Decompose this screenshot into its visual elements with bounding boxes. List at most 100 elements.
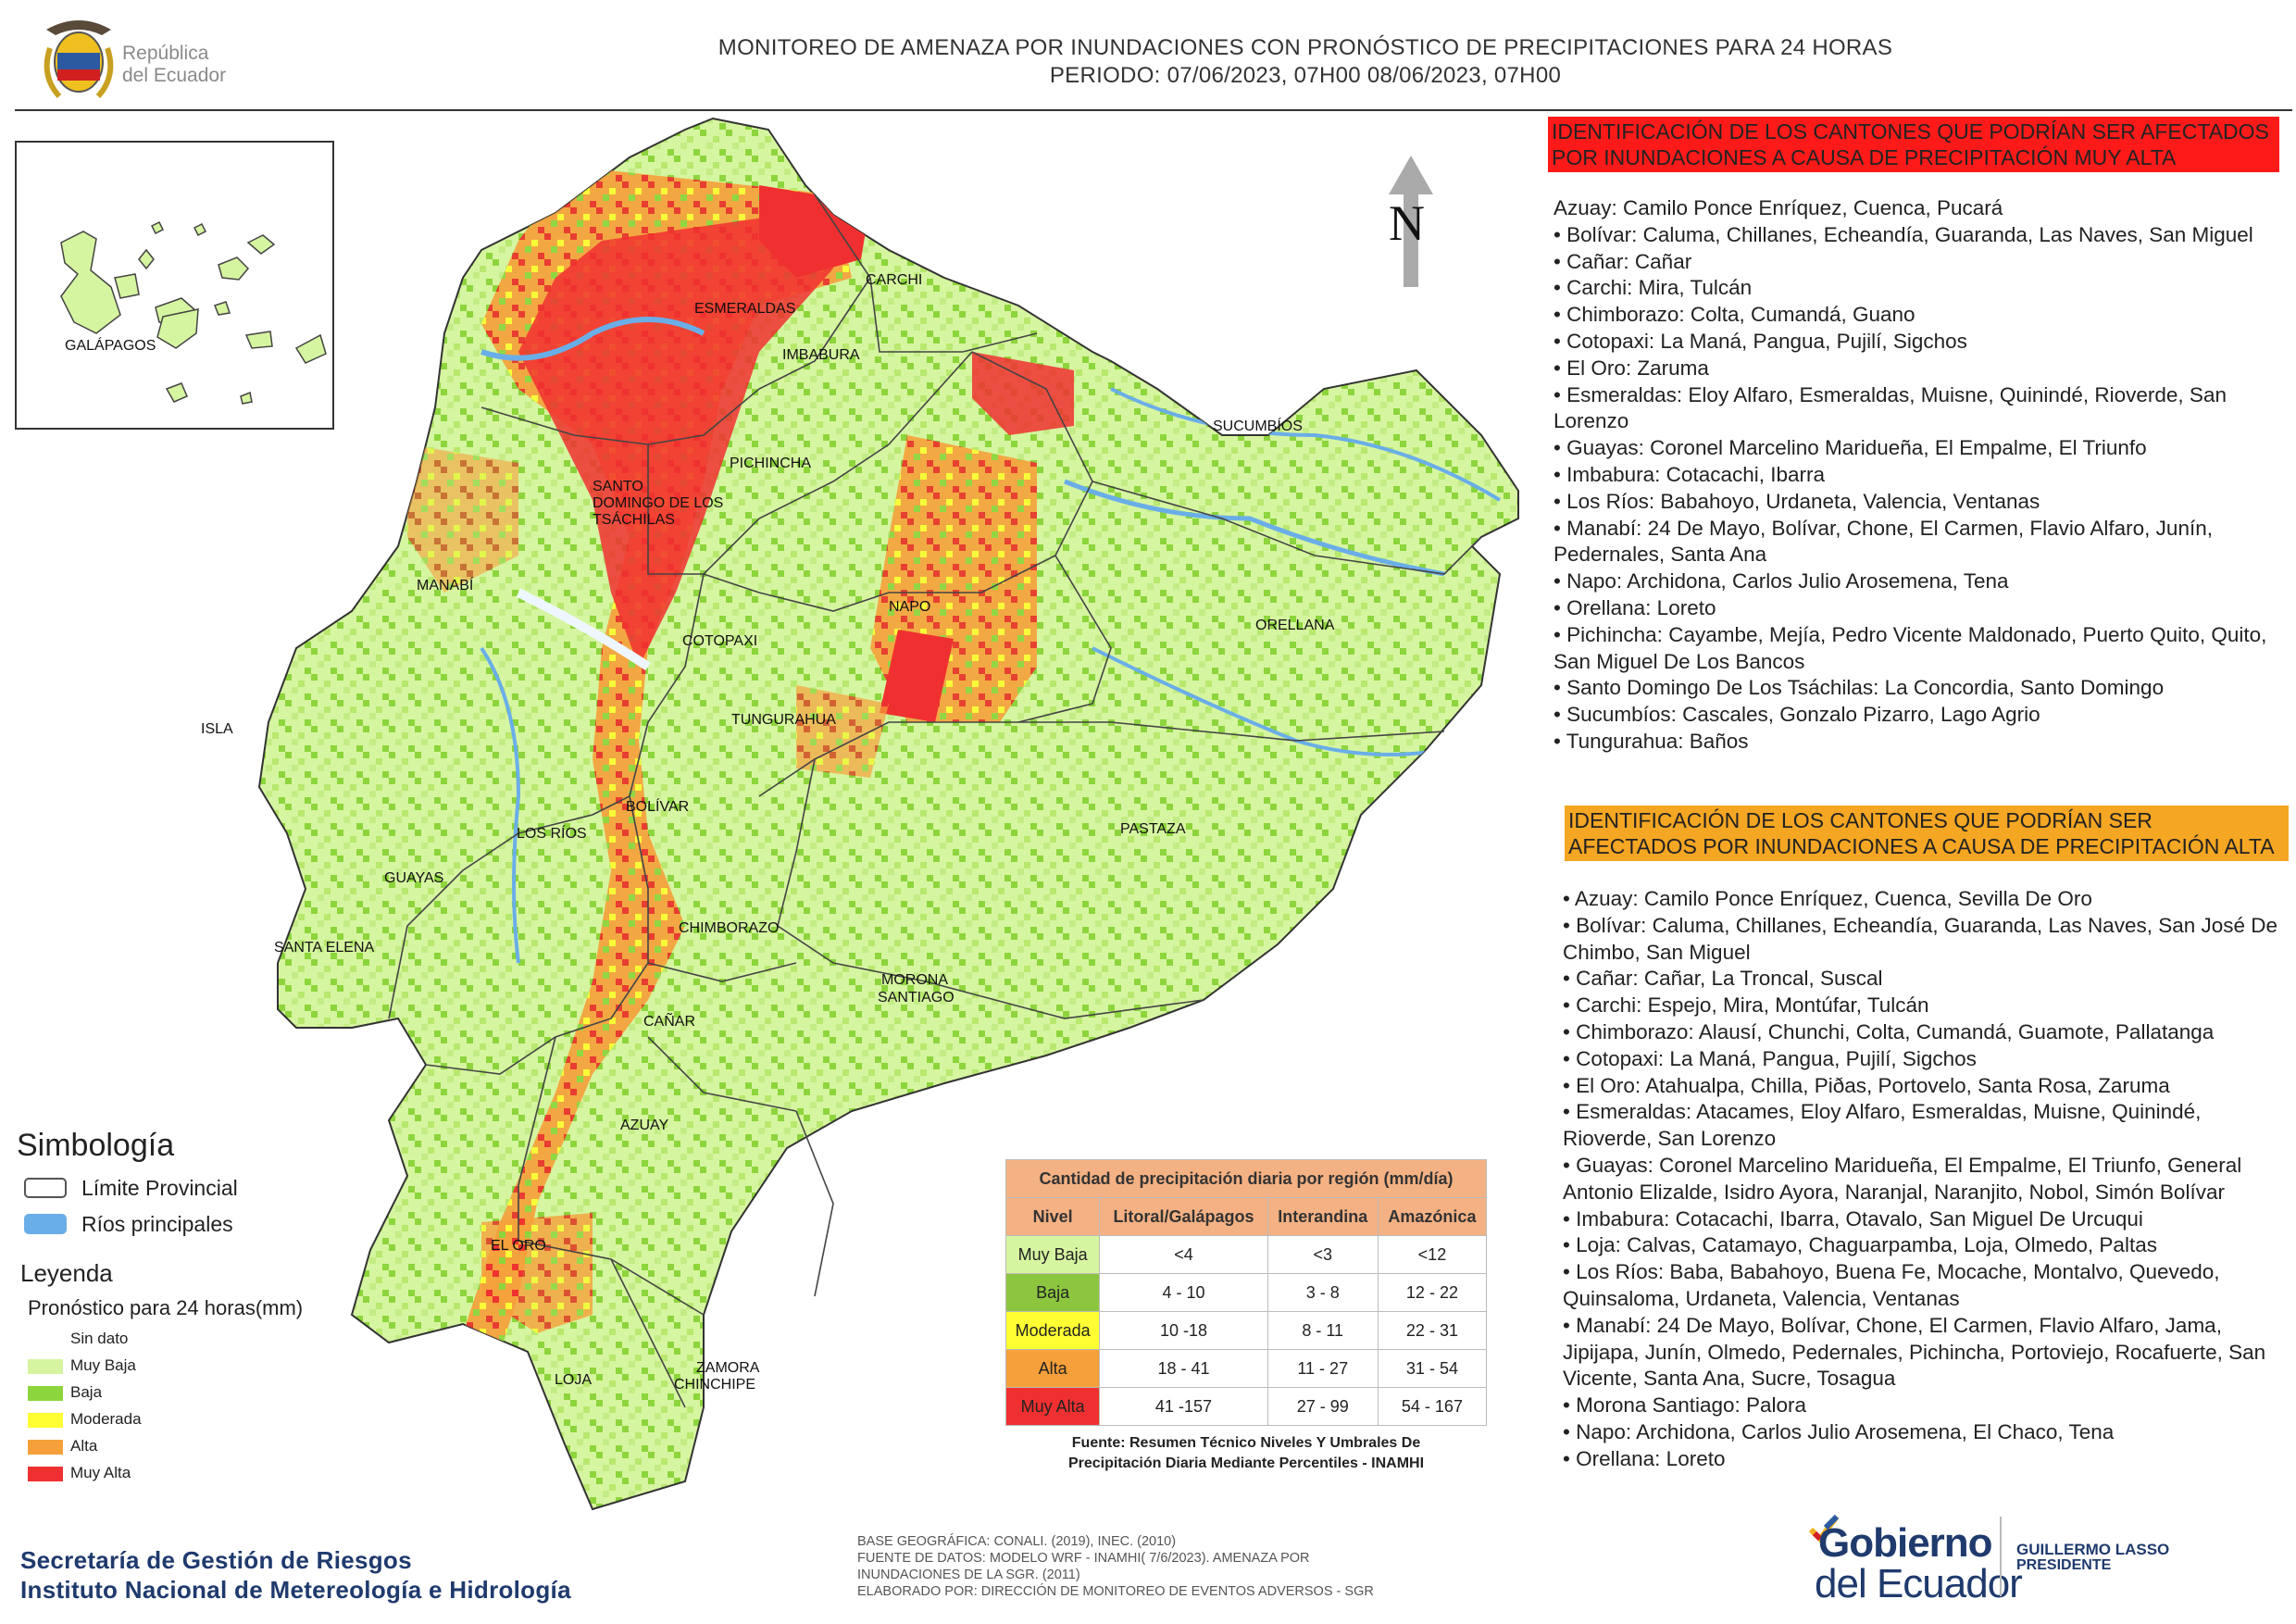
label-imbabura: IMBABURA bbox=[782, 347, 860, 363]
table-cell: 54 - 167 bbox=[1377, 1387, 1488, 1426]
galapagos-inset-islands bbox=[60, 220, 327, 405]
table-cell: 11 - 27 bbox=[1267, 1349, 1379, 1388]
level-swatch bbox=[28, 1413, 63, 1428]
republica-line2: del Ecuador bbox=[122, 65, 227, 86]
label-zamora-2: CHINCHIPE bbox=[674, 1377, 755, 1393]
galapagos-inset bbox=[15, 141, 334, 430]
table-cell-nivel: Moderada bbox=[1004, 1311, 1101, 1350]
logo-separator bbox=[2000, 1517, 2002, 1596]
label-bolivar: BOLÍVAR bbox=[626, 797, 689, 815]
level-label: Sin dato bbox=[70, 1330, 129, 1347]
level-label: Moderada bbox=[70, 1410, 142, 1428]
label-tungurahua: TUNGURAHUA bbox=[731, 712, 836, 728]
map-title: MONITOREO DE AMENAZA POR INUNDACIONES CO… bbox=[718, 35, 1893, 60]
table-source: Fuente: Resumen Técnico Niveles Y Umbral… bbox=[1005, 1433, 1487, 1474]
president-title: PRESIDENTE bbox=[2016, 1557, 2112, 1573]
gobierno-line2: del Ecuador bbox=[1815, 1561, 2023, 1606]
table-cell: 12 - 22 bbox=[1377, 1273, 1488, 1312]
gobierno-line1: Gobierno bbox=[1818, 1520, 1993, 1566]
leyenda-title: Leyenda bbox=[20, 1259, 113, 1287]
table-cell: <12 bbox=[1377, 1235, 1488, 1274]
label-loja: LOJA bbox=[555, 1372, 592, 1388]
ecuador-mainland bbox=[257, 117, 1519, 1511]
province-labels: ESMERALDAS CARCHI IMBABURA SUCUMBÍOS PIC… bbox=[201, 272, 1335, 1393]
table-title: Cantidad de precipitación diaria por reg… bbox=[1005, 1159, 1487, 1198]
table-header: Amazónica bbox=[1377, 1197, 1488, 1236]
label-pichincha: PICHINCHA bbox=[730, 456, 811, 471]
label-canar: CAÑAR bbox=[643, 1011, 695, 1030]
table-cell-nivel: Muy Alta bbox=[1004, 1387, 1101, 1426]
table-cell: 18 - 41 bbox=[1099, 1349, 1268, 1388]
label-napo: NAPO bbox=[889, 599, 930, 615]
level-swatch bbox=[28, 1332, 63, 1347]
label-chimborazo: CHIMBORAZO bbox=[679, 920, 779, 936]
label-zamora-1: ZAMORA bbox=[696, 1360, 760, 1376]
table-row: Alta 18 - 41 11 - 27 31 - 54 bbox=[1004, 1349, 1488, 1388]
table-row: Moderada 10 -18 8 - 11 22 - 31 bbox=[1004, 1311, 1488, 1350]
label-carchi: CARCHI bbox=[866, 272, 922, 288]
limite-label: Límite Provincial bbox=[81, 1176, 238, 1200]
label-el-oro: EL ORO bbox=[491, 1238, 546, 1254]
table-source-line2: Precipitación Diaria Mediante Percentile… bbox=[1067, 1455, 1425, 1471]
north-label: N bbox=[1389, 195, 1425, 251]
gobierno-mark-icon bbox=[1808, 1514, 1840, 1543]
table-cell-nivel: Alta bbox=[1004, 1349, 1101, 1388]
label-esmeraldas: ESMERALDAS bbox=[694, 301, 795, 317]
table-header: Nivel bbox=[1004, 1197, 1101, 1236]
republica-line1: República bbox=[122, 43, 209, 64]
table-cell: <3 bbox=[1267, 1235, 1379, 1274]
level-swatch bbox=[28, 1440, 63, 1455]
level-swatch bbox=[28, 1359, 63, 1374]
simbologia-title: Simbología bbox=[17, 1128, 175, 1163]
map-period: PERIODO: 07/06/2023, 07H00 08/06/2023, 0… bbox=[1049, 63, 1562, 88]
level-swatch bbox=[28, 1386, 63, 1401]
label-cotopaxi: COTOPAXI bbox=[682, 633, 757, 649]
label-morona-1: MORONA bbox=[881, 972, 948, 988]
label-morona-2: SANTIAGO bbox=[878, 990, 955, 1006]
provincial-boundaries bbox=[388, 194, 1482, 1408]
map-credits: BASE GEOGRÁFICA: CONALI. (2019), INEC. (… bbox=[857, 1534, 1374, 1599]
table-cell: 27 - 99 bbox=[1267, 1387, 1379, 1426]
table-cell: 8 - 11 bbox=[1267, 1311, 1379, 1350]
gobierno-logo: Gobierno del Ecuador bbox=[1805, 1511, 2083, 1606]
table-header: Litoral/Galápagos bbox=[1099, 1197, 1268, 1236]
label-los-rios: LOS RÍOS bbox=[517, 824, 587, 842]
sgr-name: Secretaría de Gestión de Riesgos bbox=[20, 1546, 412, 1574]
header-divider bbox=[15, 109, 2292, 111]
label-santa-elena: SANTA ELENA bbox=[274, 940, 375, 956]
label-galapagos: GALÁPAGOS bbox=[65, 336, 156, 354]
north-arrow-icon bbox=[1389, 156, 1433, 287]
high-heading: IDENTIFICACIÓN DE LOS CANTONES QUE PODRÍ… bbox=[1565, 806, 2289, 861]
level-label: Muy Baja bbox=[70, 1356, 136, 1374]
label-sucumbios: SUCUMBÍOS bbox=[1213, 417, 1303, 434]
precipitation-threshold-table: Cantidad de precipitación diaria por reg… bbox=[1004, 1159, 1488, 1426]
table-cell: 41 -157 bbox=[1099, 1387, 1268, 1426]
president-name: GUILLERMO LASSO bbox=[2016, 1541, 2170, 1558]
limite-swatch bbox=[24, 1178, 67, 1198]
label-guayas: GUAYAS bbox=[384, 870, 443, 886]
republica-logo: República del Ecuador bbox=[37, 11, 231, 104]
table-cell: 3 - 8 bbox=[1267, 1273, 1379, 1312]
label-santo-3: TSÁCHILAS bbox=[593, 510, 675, 528]
table-cell-nivel: Muy Baja bbox=[1004, 1235, 1101, 1274]
table-cell: <4 bbox=[1099, 1235, 1268, 1274]
table-cell: 31 - 54 bbox=[1377, 1349, 1488, 1388]
inamhi-name: Instituto Nacional de Metereología e Hid… bbox=[20, 1576, 571, 1604]
label-santo-2: DOMINGO DE LOS bbox=[593, 495, 723, 511]
pronostico-title: Pronóstico para 24 horas(mm) bbox=[28, 1296, 304, 1319]
coat-of-arms-icon bbox=[44, 20, 114, 99]
table-cell-nivel: Baja bbox=[1004, 1273, 1101, 1312]
label-orellana: ORELLANA bbox=[1255, 618, 1335, 633]
table-row: Muy Alta 41 -157 27 - 99 54 - 167 bbox=[1004, 1387, 1488, 1426]
high-cantons-list: • Azuay: Camilo Ponce Enríquez, Cuenca, … bbox=[1563, 887, 2278, 1470]
table-cell: 22 - 31 bbox=[1377, 1311, 1488, 1350]
label-isla: ISLA bbox=[201, 721, 233, 737]
very-high-heading: IDENTIFICACIÓN DE LOS CANTONES QUE PODRÍ… bbox=[1548, 117, 2279, 172]
rios-swatch bbox=[24, 1214, 67, 1234]
label-santo-1: SANTO bbox=[593, 479, 643, 494]
level-swatch bbox=[28, 1467, 63, 1481]
table-cell: 4 - 10 bbox=[1099, 1273, 1268, 1312]
level-label: Muy Alta bbox=[70, 1464, 131, 1481]
rios-label: Ríos principales bbox=[81, 1212, 233, 1236]
